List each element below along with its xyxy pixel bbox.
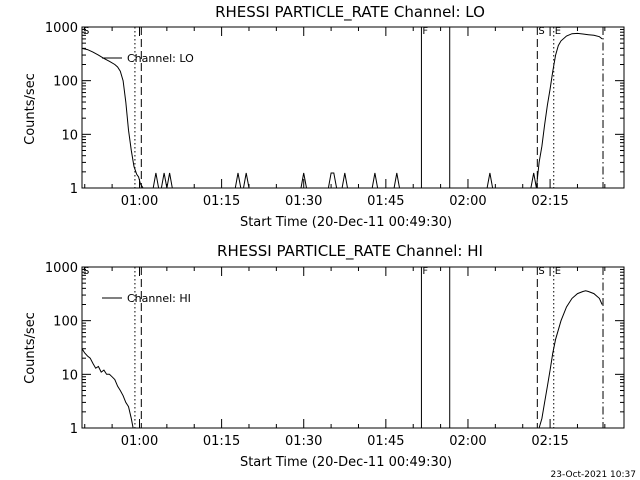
x-tick-label: 02:15 <box>531 434 568 449</box>
x-tick-label: 01:30 <box>285 434 322 449</box>
x-axis-label: Start Time (20-Dec-11 00:49:30) <box>240 455 452 470</box>
y-tick-label: 1 <box>70 422 78 437</box>
legend-entry: Channel: HI <box>127 292 191 305</box>
event-marker-label: S <box>83 26 89 37</box>
x-tick-label: 01:15 <box>203 434 240 449</box>
x-tick-label: 02:00 <box>449 194 486 209</box>
event-marker-label: E <box>555 266 561 277</box>
y-tick-label: 100 <box>53 75 78 90</box>
x-tick-label: 01:45 <box>367 194 404 209</box>
event-marker-label: F <box>422 26 428 37</box>
chart-title: RHESSI PARTICLE_RATE Channel: LO <box>215 3 485 22</box>
x-tick-label: 01:15 <box>203 194 240 209</box>
series-line <box>81 32 603 189</box>
event-marker-label: F <box>422 266 428 277</box>
x-axis-label: Start Time (20-Dec-11 00:49:30) <box>240 215 452 230</box>
chart-panel-lo: RHESSI PARTICLE_RATE Channel: LO Start T… <box>23 3 625 230</box>
x-tick-label: 02:15 <box>531 194 568 209</box>
event-marker-label: S <box>538 266 544 277</box>
x-tick-label: 02:00 <box>449 434 486 449</box>
x-tick-label: 01:00 <box>121 434 158 449</box>
legend-entry: Channel: LO <box>127 52 194 65</box>
x-tick-label: 01:45 <box>367 434 404 449</box>
chart-panel-hi: RHESSI PARTICLE_RATE Channel: HI Start T… <box>23 242 625 470</box>
y-axis-label: Counts/sec <box>23 312 38 384</box>
y-tick-label: 1000 <box>45 21 78 36</box>
event-marker-label: E <box>555 26 561 37</box>
footer-timestamp: 23-Oct-2021 10:37 <box>551 470 636 480</box>
y-tick-label: 100 <box>53 315 78 330</box>
series-line <box>81 290 603 429</box>
y-tick-label: 10 <box>61 128 78 143</box>
y-tick-label: 1000 <box>45 261 78 276</box>
chart-title: RHESSI PARTICLE_RATE Channel: HI <box>217 242 483 261</box>
x-tick-label: 01:00 <box>121 194 158 209</box>
x-tick-label: 01:30 <box>285 194 322 209</box>
event-marker-label: S <box>83 266 89 277</box>
y-tick-label: 10 <box>61 368 78 383</box>
y-tick-label: 1 <box>70 182 78 197</box>
event-marker-label: S <box>538 26 544 37</box>
y-axis-label: Counts/sec <box>23 73 38 145</box>
